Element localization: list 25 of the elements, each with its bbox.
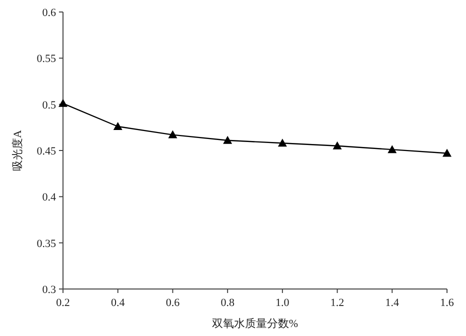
x-tick-label: 0.8: [220, 297, 235, 309]
x-axis-title: 双氧水质量分数%: [212, 317, 298, 330]
y-axis-title: 吸光度A: [11, 130, 24, 171]
y-tick-label: 0.6: [42, 7, 56, 19]
point: [223, 136, 232, 144]
x-tick-label: 0.6: [166, 297, 180, 309]
x-tick-label: 0.2: [56, 297, 70, 309]
y-tick-label: 0.3: [42, 284, 56, 296]
y-tick-label: 0.5: [42, 99, 56, 112]
y-tick-label: 0.35: [36, 238, 56, 250]
point: [168, 130, 178, 138]
point: [58, 98, 68, 107]
x-tick-label: 1.2: [330, 297, 344, 309]
y-tick-label: 0.45: [36, 146, 56, 158]
y-tick-label: 0.4: [42, 192, 56, 204]
x-tick-label: 1.4: [385, 297, 400, 309]
x-tick-label: 0.4: [110, 297, 126, 309]
point: [442, 148, 452, 157]
point: [388, 145, 397, 154]
y-tick-label: 0.55: [36, 53, 56, 66]
x-tick-label: 1.6: [440, 297, 454, 309]
point: [278, 138, 287, 147]
point: [113, 122, 122, 130]
point: [332, 141, 342, 150]
x-tick-label: 1.0: [276, 297, 290, 309]
